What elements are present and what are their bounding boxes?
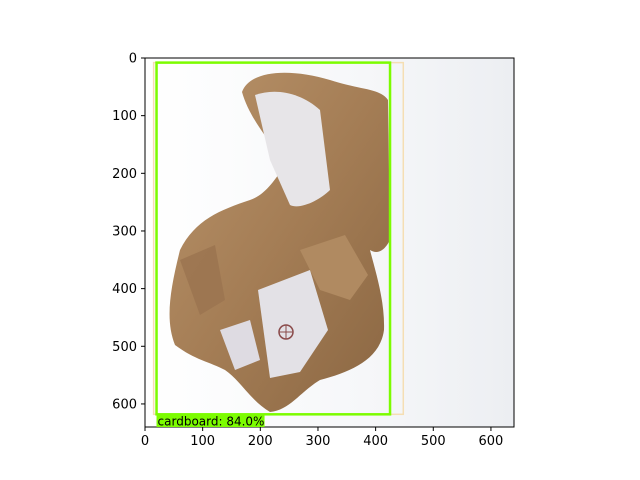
x-tick-label: 500 <box>421 434 446 449</box>
x-tick-label: 200 <box>248 434 273 449</box>
detection-label: cardboard: 84.0% <box>158 414 265 428</box>
y-tick-label: 600 <box>112 397 137 412</box>
y-tick-label: 0 <box>129 52 137 67</box>
y-tick-label: 300 <box>112 224 137 239</box>
detection-bounding-box <box>155 61 392 416</box>
y-tick-label: 200 <box>112 167 137 182</box>
y-tick-label: 100 <box>112 109 137 124</box>
x-tick-label: 100 <box>190 434 215 449</box>
cardboard-object <box>169 72 390 413</box>
photo <box>145 58 514 427</box>
x-tick-label: 0 <box>141 434 149 449</box>
detection-boxes: cardboard: 84.0% <box>152 61 405 428</box>
axes-frame <box>144 57 515 428</box>
y-axis: 0 100 200 300 400 500 600 <box>112 52 145 412</box>
x-tick-label: 300 <box>306 434 331 449</box>
x-tick-label: 600 <box>479 434 504 449</box>
x-tick-label: 400 <box>363 434 388 449</box>
y-tick-label: 500 <box>112 340 137 355</box>
x-axis: 0 100 200 300 400 500 600 <box>141 427 503 449</box>
y-tick-label: 400 <box>112 282 137 297</box>
detection-label-background <box>156 414 265 427</box>
